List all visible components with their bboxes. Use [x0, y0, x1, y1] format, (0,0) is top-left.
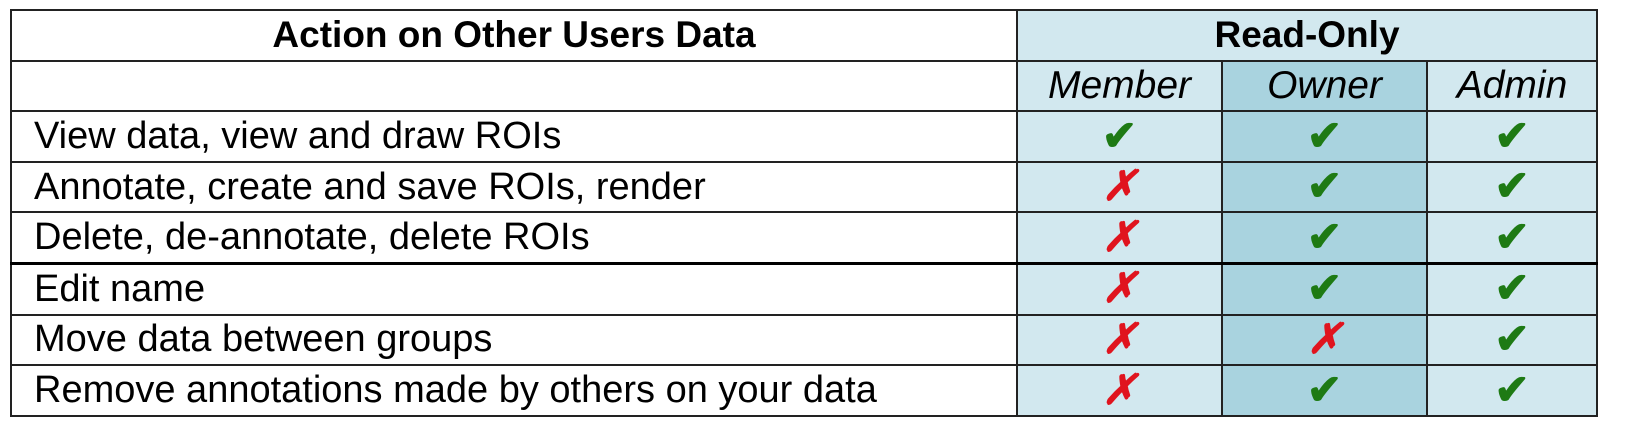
action-column-title: Action on Other Users Data [10, 9, 1018, 62]
table-row: Annotate, create and save ROIs, render ✗… [10, 160, 1599, 214]
table-row: Remove annotations made by others on you… [10, 364, 1599, 417]
member-permission: ✗ [1016, 211, 1223, 265]
role-admin-header: Admin [1425, 59, 1599, 113]
owner-permission: ✔ [1221, 160, 1428, 214]
action-label: Move data between groups [10, 313, 1018, 367]
permission-mark: ✔ [1494, 111, 1530, 159]
table-row: Delete, de-annotate, delete ROIs ✗ ✔ ✔ [10, 211, 1599, 265]
admin-permission: ✔ [1425, 211, 1599, 265]
permission-mark: ✔ [1494, 264, 1530, 312]
action-label: Edit name [10, 262, 1018, 316]
permission-mark: ✔ [1494, 365, 1530, 413]
permission-mark: ✗ [1101, 162, 1138, 210]
owner-permission: ✔ [1221, 364, 1428, 417]
permissions-table-container: Action on Other Users Data Read-Only Mem… [10, 9, 1599, 417]
permission-mark: ✔ [1306, 111, 1343, 159]
member-permission: ✗ [1016, 262, 1223, 316]
member-permission: ✗ [1016, 364, 1223, 417]
table-header-row: Action on Other Users Data Read-Only [10, 9, 1599, 62]
empty-header-cell [10, 59, 1018, 113]
permission-mark: ✗ [1101, 365, 1138, 413]
admin-permission: ✔ [1425, 364, 1599, 417]
table-row: Edit name ✗ ✔ ✔ [10, 262, 1599, 316]
permission-mark: ✔ [1494, 212, 1530, 260]
permission-mark: ✗ [1101, 212, 1138, 260]
owner-permission: ✗ [1221, 313, 1428, 367]
action-label: Annotate, create and save ROIs, render [10, 160, 1018, 214]
table-row: Move data between groups ✗ ✗ ✔ [10, 313, 1599, 367]
owner-permission: ✔ [1221, 262, 1428, 316]
role-member-header: Member [1016, 59, 1223, 113]
permission-mark: ✔ [1101, 111, 1138, 159]
action-label: View data, view and draw ROIs [10, 110, 1018, 163]
permission-mark: ✔ [1494, 314, 1530, 362]
action-label: Remove annotations made by others on you… [10, 364, 1018, 417]
permission-mark: ✗ [1101, 314, 1138, 362]
read-only-group-title: Read-Only [1015, 9, 1599, 62]
member-permission: ✔ [1016, 110, 1223, 163]
admin-permission: ✔ [1425, 110, 1599, 163]
permission-mark: ✗ [1306, 314, 1343, 362]
permission-mark: ✔ [1494, 162, 1530, 210]
action-label: Delete, de-annotate, delete ROIs [10, 211, 1018, 265]
role-owner-header: Owner [1221, 59, 1428, 113]
permissions-table: Action on Other Users Data Read-Only Mem… [10, 9, 1599, 417]
member-permission: ✗ [1016, 313, 1223, 367]
permission-mark: ✗ [1101, 264, 1138, 312]
permission-mark: ✔ [1306, 162, 1343, 210]
member-permission: ✗ [1016, 160, 1223, 214]
permission-mark: ✔ [1306, 264, 1343, 312]
table-row: View data, view and draw ROIs ✔ ✔ ✔ [10, 110, 1599, 163]
permission-mark: ✔ [1306, 365, 1343, 413]
owner-permission: ✔ [1221, 110, 1428, 163]
role-header-row: Member Owner Admin [10, 59, 1599, 113]
admin-permission: ✔ [1425, 262, 1599, 316]
owner-permission: ✔ [1221, 211, 1428, 265]
admin-permission: ✔ [1425, 160, 1599, 214]
permission-mark: ✔ [1306, 212, 1343, 260]
admin-permission: ✔ [1425, 313, 1599, 367]
